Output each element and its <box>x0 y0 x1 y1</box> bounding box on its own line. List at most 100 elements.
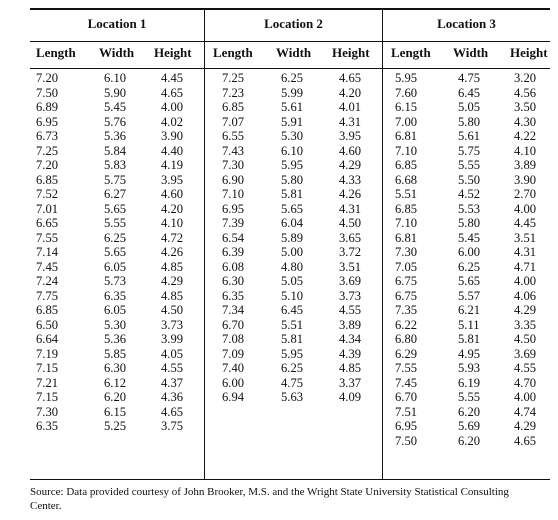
table-cell: 6.10 <box>281 143 304 158</box>
table-cell: 6.12 <box>104 375 127 390</box>
table-cell: 4.20 <box>339 85 362 100</box>
table-cell: 3.90 <box>161 129 184 143</box>
table-cell: 4.29 <box>514 303 537 317</box>
table-cell: 3.51 <box>339 259 362 274</box>
table-cell: 4.60 <box>339 143 362 158</box>
table-cell: 6.95 <box>222 201 245 216</box>
group-header-rule <box>30 41 550 42</box>
table-cell: 5.95 <box>395 71 418 85</box>
location-2-title: Location 2 <box>264 16 323 31</box>
table-cell: 4.31 <box>339 201 362 216</box>
table-cell: 4.37 <box>161 375 184 390</box>
table-cell: 5.90 <box>104 85 127 100</box>
table-cell: 7.40 <box>222 361 245 375</box>
table-cell: 5.81 <box>458 332 481 346</box>
table-cell: 7.39 <box>222 216 245 230</box>
table-cell: 5.51 <box>395 187 418 201</box>
table-cell: 6.35 <box>222 288 245 303</box>
table-cell: 5.36 <box>104 332 127 346</box>
column-divider <box>204 10 205 479</box>
table-cell: 5.89 <box>281 230 304 245</box>
table-cell: 4.75 <box>281 375 304 390</box>
table-cell: 6.30 <box>104 361 127 375</box>
column-header-width: Width <box>453 45 489 60</box>
table-cell: 6.25 <box>281 361 304 375</box>
table-cell: 7.15 <box>36 390 59 404</box>
table-cell: 4.29 <box>339 158 362 172</box>
location-1-title: Location 1 <box>87 16 147 31</box>
table-cell: 6.20 <box>458 433 481 448</box>
table-cell: 3.95 <box>161 172 184 187</box>
table-cell: 4.45 <box>514 216 537 230</box>
table-top-rule <box>30 8 550 10</box>
column-header-height: Height <box>332 45 370 60</box>
table-cell: 6.54 <box>222 230 245 245</box>
table-cell: 4.33 <box>339 172 362 187</box>
table-cell: 4.65 <box>514 433 537 448</box>
table-cell: 6.29 <box>395 346 418 361</box>
table-cell: 7.01 <box>36 201 59 216</box>
location-2-height-column: 4.65 4.20 4.01 4.31 3.95 4.60 4.29 4.33 4.26 4.31… <box>339 71 361 405</box>
table-cell: 5.65 <box>104 245 127 259</box>
table-cell: 5.75 <box>104 172 127 187</box>
table-cell: 4.55 <box>339 303 362 317</box>
table-cell: 7.52 <box>36 187 59 201</box>
table-cell: 3.89 <box>339 317 362 332</box>
table-cell: 5.76 <box>104 114 127 129</box>
table-cell: 7.55 <box>36 230 59 245</box>
table-cell: 6.21 <box>458 303 481 317</box>
table-cell: 5.65 <box>458 274 481 288</box>
table-cell: 7.30 <box>36 404 59 419</box>
table-cell: 7.21 <box>36 375 59 390</box>
column-header-width: Width <box>276 45 312 60</box>
table-cell: 5.05 <box>458 100 481 114</box>
location-3-length-column: 5.95 7.60 6.15 7.00 6.81 7.10 6.85 6.68 5.51 6.85… <box>395 71 417 448</box>
table-cell: 7.50 <box>395 433 418 448</box>
table-cell: 4.72 <box>161 230 184 245</box>
table-cell: 5.81 <box>281 332 304 346</box>
table-cell: 3.20 <box>514 71 537 85</box>
table-cell: 5.63 <box>281 390 304 404</box>
table-cell: 6.04 <box>281 216 304 230</box>
table-cell: 6.95 <box>395 419 418 433</box>
table-cell: 6.85 <box>36 303 59 317</box>
table-cell: 6.25 <box>104 230 127 245</box>
table-cell: 7.19 <box>36 346 59 361</box>
table-cell: 5.80 <box>281 172 304 187</box>
table-cell: 3.99 <box>161 332 184 346</box>
table-cell: 4.40 <box>161 143 184 158</box>
table-cell: 6.05 <box>104 259 127 274</box>
table-cell: 6.00 <box>458 245 481 259</box>
table-cell: 6.15 <box>395 100 418 114</box>
table-cell: 6.80 <box>395 332 418 346</box>
table-cell: 7.35 <box>395 303 418 317</box>
table-cell: 6.94 <box>222 390 245 404</box>
table-cell: 6.08 <box>222 259 245 274</box>
table-cell: 7.50 <box>36 85 59 100</box>
table-cell: 7.25 <box>36 143 59 158</box>
table-bottom-rule <box>30 479 550 480</box>
table-cell: 6.50 <box>36 317 59 332</box>
table-cell: 5.45 <box>104 100 127 114</box>
table-cell: 3.50 <box>514 100 537 114</box>
column-divider <box>382 10 383 479</box>
table-cell: 7.08 <box>222 332 245 346</box>
table-cell: 4.50 <box>514 332 537 346</box>
table-cell: 4.95 <box>458 346 481 361</box>
table-cell: 7.51 <box>395 404 418 419</box>
table-cell: 4.39 <box>339 346 362 361</box>
table-cell: 6.00 <box>222 375 245 390</box>
table-cell: 6.65 <box>36 216 59 230</box>
table-cell: 7.34 <box>222 303 245 317</box>
table-cell: 3.69 <box>339 274 362 288</box>
table-cell: 3.75 <box>161 419 184 433</box>
table-cell: 6.81 <box>395 230 418 245</box>
table-cell: 6.05 <box>104 303 127 317</box>
table-cell: 4.01 <box>339 100 362 114</box>
table-cell: 7.14 <box>36 245 59 259</box>
table-cell: 4.36 <box>161 390 184 404</box>
table-cell: 7.25 <box>222 71 245 85</box>
table-cell: 3.73 <box>161 317 184 332</box>
table-cell: 5.65 <box>104 201 127 216</box>
table-cell: 5.81 <box>281 187 304 201</box>
